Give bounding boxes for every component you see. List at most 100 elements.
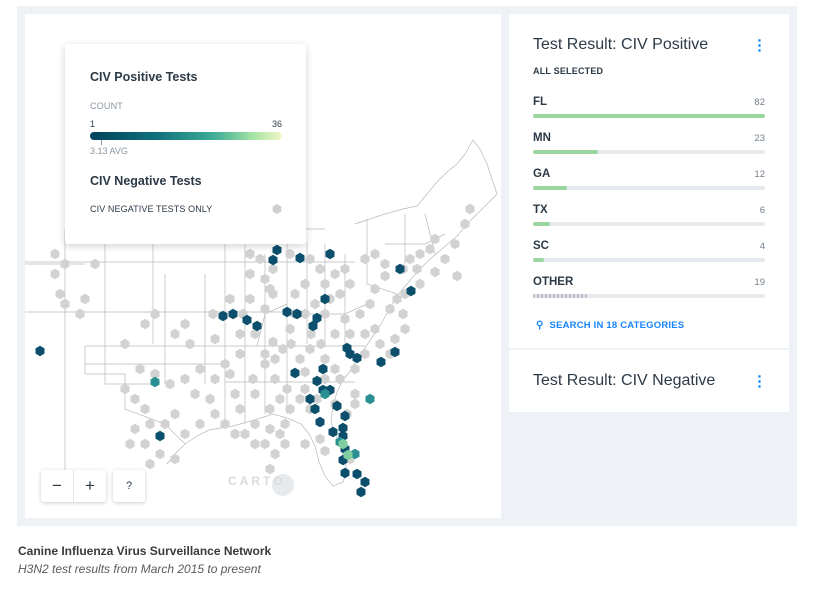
negative-hex-icon[interactable] [300, 438, 310, 450]
negative-hex-icon[interactable] [235, 328, 245, 340]
negative-hex-icon[interactable] [310, 298, 320, 310]
negative-hex-icon[interactable] [125, 438, 135, 450]
negative-hex-icon[interactable] [260, 438, 270, 450]
zoom-in-button[interactable]: + [85, 476, 95, 495]
positive-hex-icon[interactable] [282, 306, 292, 318]
negative-hex-icon[interactable] [230, 388, 240, 400]
negative-hex-icon[interactable] [260, 348, 270, 360]
negative-hex-icon[interactable] [275, 428, 285, 440]
negative-hex-icon[interactable] [195, 363, 205, 375]
positive-hex-icon[interactable] [310, 403, 320, 415]
negative-hex-icon[interactable] [390, 333, 400, 345]
negative-hex-icon[interactable] [340, 313, 350, 325]
negative-hex-icon[interactable] [355, 308, 365, 320]
negative-hex-icon[interactable] [180, 373, 190, 385]
negative-hex-icon[interactable] [270, 373, 280, 385]
negative-hex-icon[interactable] [220, 418, 230, 430]
negative-hex-icon[interactable] [460, 218, 470, 230]
negative-hex-icon[interactable] [130, 393, 140, 405]
negative-hex-icon[interactable] [235, 403, 245, 415]
negative-hex-icon[interactable] [340, 263, 350, 275]
negative-hex-icon[interactable] [135, 363, 145, 375]
negative-hex-icon[interactable] [315, 263, 325, 275]
negative-hex-icon[interactable] [275, 393, 285, 405]
negative-hex-icon[interactable] [270, 353, 280, 365]
negative-hex-icon[interactable] [300, 383, 310, 395]
positive-hex-icon[interactable] [356, 486, 366, 498]
negative-hex-icon[interactable] [75, 308, 85, 320]
negative-hex-icon[interactable] [265, 463, 275, 475]
positive-hex-icon[interactable] [35, 345, 45, 357]
positive-hex-icon[interactable] [328, 426, 338, 438]
negative-hex-icon[interactable] [260, 358, 270, 370]
positive-hex-icon[interactable] [365, 393, 375, 405]
negative-hex-icon[interactable] [350, 363, 360, 375]
negative-hex-icon[interactable] [320, 308, 330, 320]
negative-hex-icon[interactable] [240, 428, 250, 440]
positive-hex-icon[interactable] [406, 285, 416, 297]
negative-hex-icon[interactable] [375, 338, 385, 350]
category-row-other[interactable]: OTHER 19 [533, 264, 765, 300]
negative-hex-icon[interactable] [305, 253, 315, 265]
positive-hex-icon[interactable] [155, 430, 165, 442]
negative-hex-icon[interactable] [412, 263, 422, 275]
negative-hex-icon[interactable] [360, 348, 370, 360]
negative-hex-icon[interactable] [268, 336, 278, 348]
negative-hex-icon[interactable] [260, 273, 270, 285]
positive-hex-icon[interactable] [252, 320, 262, 332]
negative-hex-icon[interactable] [335, 288, 345, 300]
negative-hex-icon[interactable] [130, 423, 140, 435]
negative-hex-icon[interactable] [140, 318, 150, 330]
category-row-sc[interactable]: SC 4 [533, 228, 765, 264]
negative-hex-icon[interactable] [370, 283, 380, 295]
negative-hex-icon[interactable] [180, 318, 190, 330]
negative-hex-icon[interactable] [60, 298, 70, 310]
positive-hex-icon[interactable] [320, 388, 330, 400]
negative-hex-icon[interactable] [245, 248, 255, 260]
zoom-out-button[interactable]: − [52, 476, 62, 495]
negative-hex-icon[interactable] [265, 403, 275, 415]
negative-hex-icon[interactable] [170, 453, 180, 465]
positive-hex-icon[interactable] [325, 248, 335, 260]
negative-hex-icon[interactable] [165, 378, 175, 390]
negative-hex-icon[interactable] [190, 388, 200, 400]
negative-hex-icon[interactable] [268, 263, 278, 275]
category-row-tx[interactable]: TX 6 [533, 192, 765, 228]
category-row-ga[interactable]: GA 12 [533, 156, 765, 192]
negative-hex-icon[interactable] [120, 338, 130, 350]
positive-hex-icon[interactable] [305, 393, 315, 405]
negative-hex-icon[interactable] [400, 323, 410, 335]
positive-hex-icon[interactable] [315, 416, 325, 428]
negative-hex-icon[interactable] [270, 448, 280, 460]
positive-hex-icon[interactable] [268, 254, 278, 266]
negative-hex-icon[interactable] [140, 403, 150, 415]
negative-hex-icon[interactable] [265, 423, 275, 435]
negative-hex-icon[interactable] [55, 288, 65, 300]
negative-hex-icon[interactable] [380, 270, 390, 282]
positive-hex-icon[interactable] [345, 348, 355, 360]
positive-hex-icon[interactable] [352, 468, 362, 480]
negative-hex-icon[interactable] [170, 328, 180, 340]
negative-hex-icon[interactable] [300, 366, 310, 378]
category-row-fl[interactable]: FL 82 [533, 84, 765, 120]
positive-hex-icon[interactable] [352, 352, 362, 364]
positive-hex-icon[interactable] [308, 320, 318, 332]
negative-hex-icon[interactable] [150, 368, 160, 380]
negative-hex-icon[interactable] [320, 445, 330, 457]
positive-hex-icon[interactable] [318, 363, 328, 375]
negative-hex-icon[interactable] [315, 433, 325, 445]
negative-hex-icon[interactable] [330, 268, 340, 280]
negative-hex-icon[interactable] [350, 398, 360, 410]
positive-hex-icon[interactable] [340, 410, 350, 422]
negative-hex-icon[interactable] [280, 418, 290, 430]
positive-hex-icon[interactable] [360, 476, 370, 488]
negative-hex-icon[interactable] [320, 278, 330, 290]
negative-hex-icon[interactable] [285, 323, 295, 335]
negative-hex-icon[interactable] [345, 278, 355, 290]
negative-hex-icon[interactable] [295, 393, 305, 405]
negative-hex-icon[interactable] [330, 363, 340, 375]
negative-hex-icon[interactable] [155, 448, 165, 460]
negative-hex-icon[interactable] [360, 328, 370, 340]
negative-hex-icon[interactable] [230, 428, 240, 440]
negative-hex-icon[interactable] [398, 308, 408, 320]
